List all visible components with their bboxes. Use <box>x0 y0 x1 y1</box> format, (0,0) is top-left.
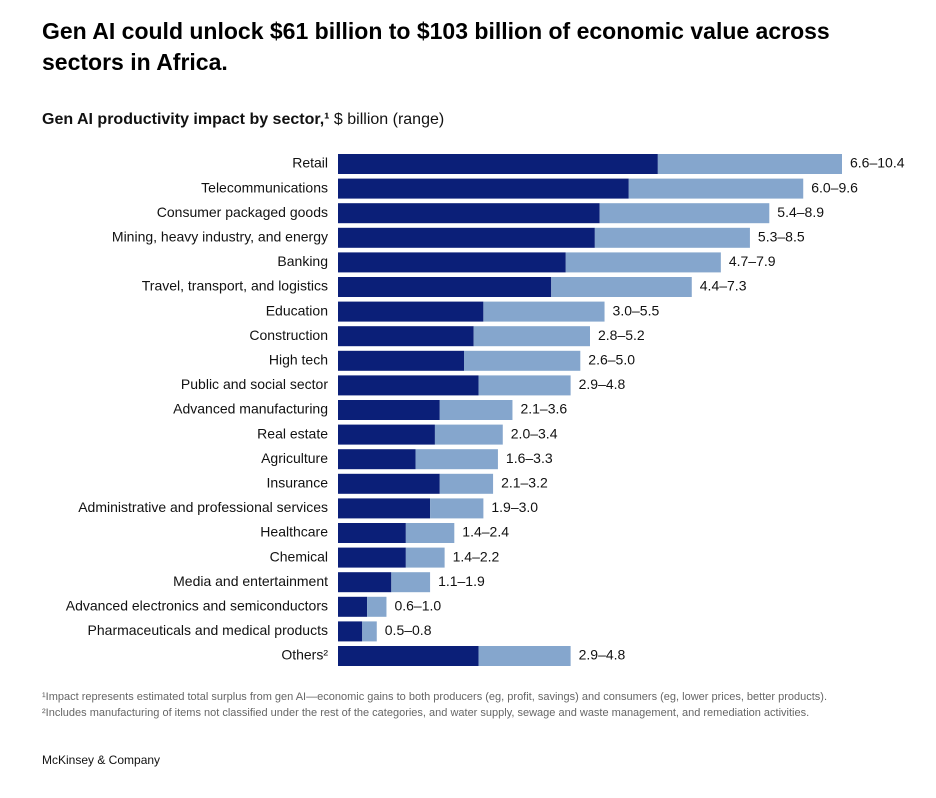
value-label: 3.0–5.5 <box>613 302 660 318</box>
bar-low <box>338 227 595 248</box>
bar-range <box>628 178 804 199</box>
value-label: 2.6–5.0 <box>588 352 635 368</box>
value-label: 1.4–2.4 <box>462 524 509 540</box>
bar-low <box>338 547 406 568</box>
value-label: 1.6–3.3 <box>506 450 553 466</box>
category-label: Public and social sector <box>181 376 328 392</box>
bar-low <box>338 621 363 642</box>
value-label: 6.6–10.4 <box>850 155 905 171</box>
category-label: Others² <box>281 647 328 663</box>
bar-range <box>551 277 692 297</box>
value-label: 2.0–3.4 <box>511 425 558 441</box>
category-label: Pharmaceuticals and medical products <box>88 622 328 638</box>
bar-range <box>415 449 498 470</box>
bar-low <box>338 326 474 347</box>
subtitle-main: Gen AI productivity impact by sector,¹ <box>42 111 329 128</box>
footnote: ²Includes manufacturing of items not cla… <box>42 707 809 719</box>
category-label: Advanced manufacturing <box>173 401 328 417</box>
value-label: 2.1–3.6 <box>520 401 567 417</box>
category-label: Retail <box>292 155 328 171</box>
bar-low <box>338 523 406 543</box>
value-label: 4.7–7.9 <box>729 253 776 269</box>
bar-range <box>464 350 581 371</box>
bar-low <box>338 449 416 470</box>
value-label: 4.4–7.3 <box>700 278 747 294</box>
bar-low <box>338 646 479 666</box>
value-label: 2.9–4.8 <box>579 376 626 392</box>
bar-range <box>391 572 431 593</box>
bar-low <box>338 350 464 371</box>
bar-range <box>405 547 445 568</box>
bar-range <box>478 375 571 396</box>
value-label: 2.1–3.2 <box>501 475 548 491</box>
chart-title: Gen AI could unlock $61 billion to $103 … <box>42 18 830 75</box>
value-label: 1.4–2.2 <box>453 548 500 564</box>
bar-range <box>657 154 842 174</box>
bar-low <box>338 400 440 420</box>
bar-low <box>338 178 629 199</box>
bar-range <box>434 424 503 445</box>
category-label: Mining, heavy industry, and energy <box>112 229 328 245</box>
value-label: 2.9–4.8 <box>579 647 626 663</box>
category-label: Agriculture <box>261 450 328 466</box>
bar-low <box>338 375 479 396</box>
subtitle: Gen AI productivity impact by sector,¹ $… <box>42 111 444 128</box>
bar-range <box>594 227 750 248</box>
category-label: Construction <box>249 327 328 343</box>
bar-low <box>338 252 566 273</box>
category-label: Telecommunications <box>201 179 328 195</box>
bar-range <box>483 301 605 322</box>
bar-low <box>338 596 368 617</box>
category-label: Travel, transport, and logistics <box>142 278 328 294</box>
bar-range <box>478 646 571 666</box>
bar-range <box>439 473 494 494</box>
bar-low <box>338 203 600 224</box>
bar-low <box>338 277 552 297</box>
bar-range <box>439 400 513 420</box>
value-label: 5.4–8.9 <box>777 204 824 220</box>
value-label: 1.9–3.0 <box>491 499 538 515</box>
bar-range <box>405 523 455 543</box>
category-label: Administrative and professional services <box>78 499 328 515</box>
source: McKinsey & Company <box>42 753 160 767</box>
bar-range <box>599 203 770 224</box>
bar-low <box>338 473 440 494</box>
bar-low <box>338 301 484 322</box>
footnote: ¹Impact represents estimated total surpl… <box>42 691 827 703</box>
bar-range <box>473 326 590 347</box>
bar-range <box>362 621 377 642</box>
value-label: 1.1–1.9 <box>438 573 485 589</box>
category-label: Advanced electronics and semiconductors <box>66 598 328 614</box>
bar-low <box>338 424 435 445</box>
bar-range <box>430 498 484 519</box>
value-label: 2.8–5.2 <box>598 327 645 343</box>
bar-low <box>338 498 431 519</box>
value-label: 0.5–0.8 <box>385 622 432 638</box>
bar-range <box>367 596 387 617</box>
category-label: Chemical <box>270 548 328 564</box>
value-label: 0.6–1.0 <box>394 598 441 614</box>
category-label: Healthcare <box>260 524 328 540</box>
value-label: 6.0–9.6 <box>811 179 858 195</box>
category-label: Consumer packaged goods <box>157 204 328 220</box>
category-label: Insurance <box>267 475 329 491</box>
bar-range <box>565 252 721 273</box>
category-label: Banking <box>277 253 328 269</box>
category-label: Real estate <box>257 425 328 441</box>
value-label: 5.3–8.5 <box>758 229 805 245</box>
unit: $ billion (range) <box>334 111 444 128</box>
bar-low <box>338 572 392 593</box>
bar-low <box>338 154 658 174</box>
category-label: Media and entertainment <box>173 573 328 589</box>
category-label: High tech <box>269 352 328 368</box>
category-label: Education <box>266 302 328 318</box>
